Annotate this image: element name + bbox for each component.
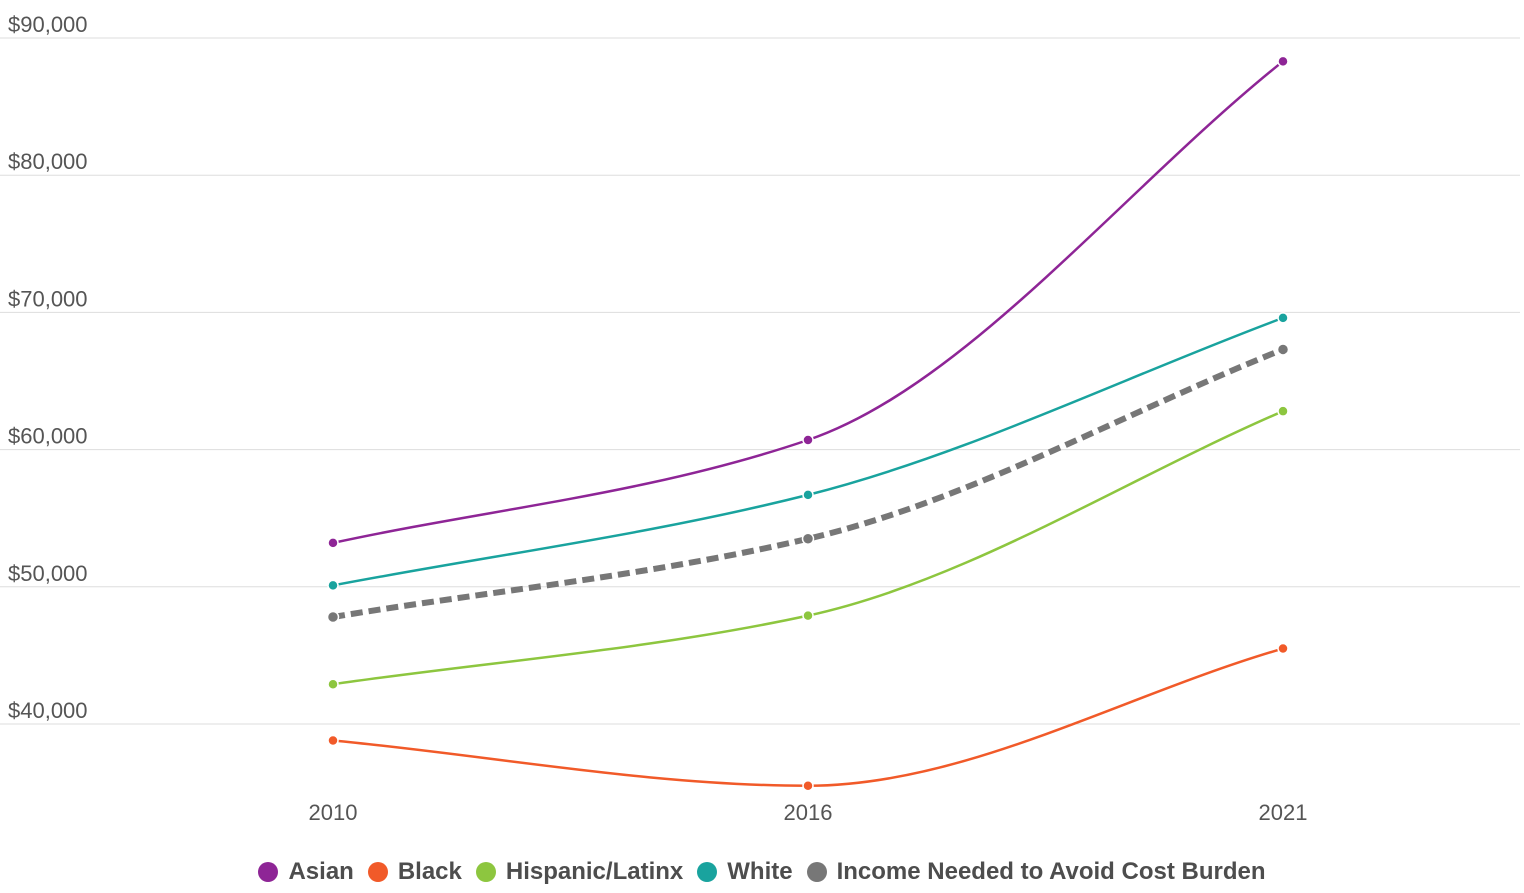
data-point xyxy=(1276,343,1290,356)
y-tick-label: $50,000 xyxy=(8,561,88,586)
legend-item: Hispanic/Latinx xyxy=(475,858,684,886)
y-tick-label: $90,000 xyxy=(8,12,88,37)
legend-label: Asian xyxy=(288,858,354,885)
data-point xyxy=(802,609,814,622)
x-tick-label: 2016 xyxy=(784,800,833,825)
data-point xyxy=(1277,55,1289,68)
series-points xyxy=(326,55,1290,792)
data-point xyxy=(802,779,814,792)
series-line xyxy=(332,60,1284,545)
data-point xyxy=(327,734,339,747)
legend-item: Income Needed to Avoid Cost Burden xyxy=(806,858,1266,886)
data-point xyxy=(326,610,340,624)
data-point xyxy=(802,434,814,446)
data-point xyxy=(327,579,339,592)
y-tick-label: $40,000 xyxy=(8,698,88,723)
legend-label: Income Needed to Avoid Cost Burden xyxy=(836,858,1266,885)
y-tick-label: $80,000 xyxy=(8,149,88,174)
legend-swatch xyxy=(475,862,496,882)
series-lines xyxy=(332,60,1285,787)
x-tick-label: 2010 xyxy=(309,800,358,825)
data-point xyxy=(1277,642,1289,655)
series-line xyxy=(332,410,1284,686)
line-chart: $40,000 $50,000 $60,000 $70,000 $80,000 $90,0… xyxy=(0,12,1520,825)
data-point xyxy=(1277,312,1289,324)
legend-item: Black xyxy=(367,858,462,886)
series-line xyxy=(332,647,1284,787)
legend-item: Asian xyxy=(258,858,354,886)
x-axis-tick-labels: 2010 2016 2021 xyxy=(309,800,1308,825)
legend-swatch xyxy=(697,862,718,882)
y-tick-label: $60,000 xyxy=(8,424,88,449)
legend-swatch xyxy=(258,862,279,882)
y-axis-tick-labels: $40,000 $50,000 $60,000 $70,000 $80,000 $90,0… xyxy=(8,12,88,723)
series-line xyxy=(332,316,1284,587)
gridlines xyxy=(0,37,1520,725)
data-point xyxy=(1277,405,1289,417)
data-point xyxy=(801,532,815,546)
legend-label: Hispanic/Latinx xyxy=(505,858,684,885)
legend-swatch xyxy=(806,862,827,882)
series-line xyxy=(332,346,1285,620)
x-tick-label: 2021 xyxy=(1259,800,1308,825)
y-tick-label: $70,000 xyxy=(8,286,88,311)
data-point xyxy=(327,678,339,690)
legend-item: White xyxy=(697,858,793,886)
legend: Asian Black Hispanic/Latinx White Income Nee… xyxy=(0,852,1524,892)
data-point xyxy=(802,489,814,501)
legend-label: White xyxy=(727,858,793,885)
data-point xyxy=(327,537,339,549)
legend-label: Black xyxy=(397,858,462,885)
legend-swatch xyxy=(367,862,388,882)
